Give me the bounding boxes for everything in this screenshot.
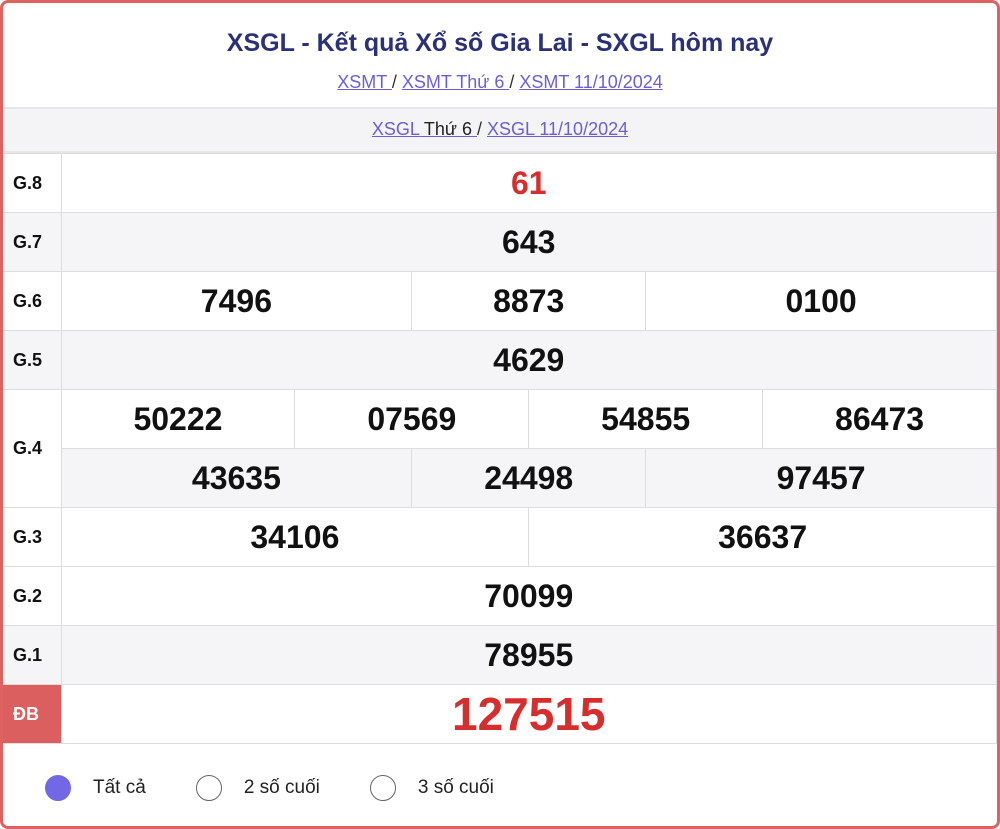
- prize-label: G.4: [3, 389, 62, 508]
- link-suffix: Thứ 6: [419, 119, 477, 139]
- option-label: 3 số cuối: [417, 777, 494, 798]
- prize-number: 643: [60, 212, 997, 272]
- prize-number: 54855: [528, 389, 764, 449]
- header: XSGL - Kết quả Xổ số Gia Lai - SXGL hôm …: [3, 3, 997, 107]
- prize-number: 97457: [645, 448, 997, 508]
- prize-number: 7496: [60, 271, 413, 331]
- sub-breadcrumb: XSGL Thứ 6 / XSGL 11/10/2024: [3, 107, 997, 153]
- prize-number: 61: [60, 153, 997, 213]
- prize-number: 36637: [528, 507, 997, 567]
- prize-row: G.2 70099: [3, 566, 997, 626]
- prize-label: G.6: [3, 271, 62, 331]
- option-1[interactable]: 2 số cuối: [195, 775, 320, 801]
- prize-number: 8873: [411, 271, 647, 331]
- prize-row: G.8 61: [3, 153, 997, 213]
- prize-number: 127515: [60, 684, 997, 744]
- radio-button[interactable]: [45, 775, 71, 801]
- prize-number: 0100: [645, 271, 997, 331]
- prize-number: 34106: [60, 507, 530, 567]
- prize-label: G.7: [3, 212, 62, 272]
- link-xsgl-date[interactable]: XSGL 11/10/2024: [487, 119, 629, 139]
- prize-row: G.6 7496 8873 0100: [3, 271, 997, 331]
- prize-label: G.2: [3, 566, 62, 626]
- option-0[interactable]: Tất cả: [45, 775, 146, 801]
- prize-number: 50222: [60, 389, 296, 449]
- prize-number: 86473: [762, 389, 997, 449]
- option-label: Tất cả: [93, 777, 146, 798]
- prize-row: G.3 34106 36637: [3, 507, 997, 567]
- option-label: 2 số cuối: [243, 777, 320, 798]
- radio-button[interactable]: [369, 775, 396, 801]
- results-table: G.8 61 G.7 643 G.6 7496 8873 0100 G.5 4629 G.4 5022…: [3, 153, 997, 744]
- display-options: Tất cả 2 số cuối 3 số cuối: [3, 744, 997, 826]
- prize-label: ĐB: [3, 684, 62, 744]
- link-text: XSGL: [371, 119, 420, 139]
- prize-number: 24498: [411, 448, 647, 508]
- prize-number: 78955: [60, 625, 997, 685]
- prize-number: 70099: [60, 566, 997, 626]
- prize-label: G.1: [3, 625, 62, 685]
- breadcrumb-xsmt[interactable]: XSMT: [337, 72, 392, 92]
- breadcrumb-xsmt-thu6[interactable]: XSMT Thứ 6: [401, 72, 510, 92]
- prize-number: 43635: [60, 448, 413, 508]
- prize-row: G.1 78955: [3, 625, 997, 685]
- prize-label: G.3: [3, 507, 62, 567]
- breadcrumb: XSMT / XSMT Thứ 6 / XSMT 11/10/2024: [337, 72, 663, 92]
- breadcrumb-xsmt-date[interactable]: XSMT 11/10/2024: [519, 72, 663, 92]
- prize-row: G.4 50222 07569 54855 86473: [3, 389, 997, 508]
- prize-row: 43635 24498 97457: [3, 448, 997, 508]
- prize-row: G.5 4629: [3, 330, 997, 390]
- prize-row: ĐB 127515: [3, 684, 997, 744]
- prize-number: 07569: [294, 389, 530, 449]
- page-title: XSGL - Kết quả Xổ số Gia Lai - SXGL hôm …: [226, 29, 774, 57]
- prize-label: G.5: [3, 330, 62, 390]
- link-xsgl-thu6[interactable]: XSGL Thứ 6: [372, 119, 477, 139]
- prize-row: G.7 643: [3, 212, 997, 272]
- option-2[interactable]: 3 số cuối: [369, 775, 494, 801]
- prize-number: 4629: [60, 330, 997, 390]
- radio-button[interactable]: [195, 775, 222, 801]
- prize-label: G.8: [3, 153, 62, 213]
